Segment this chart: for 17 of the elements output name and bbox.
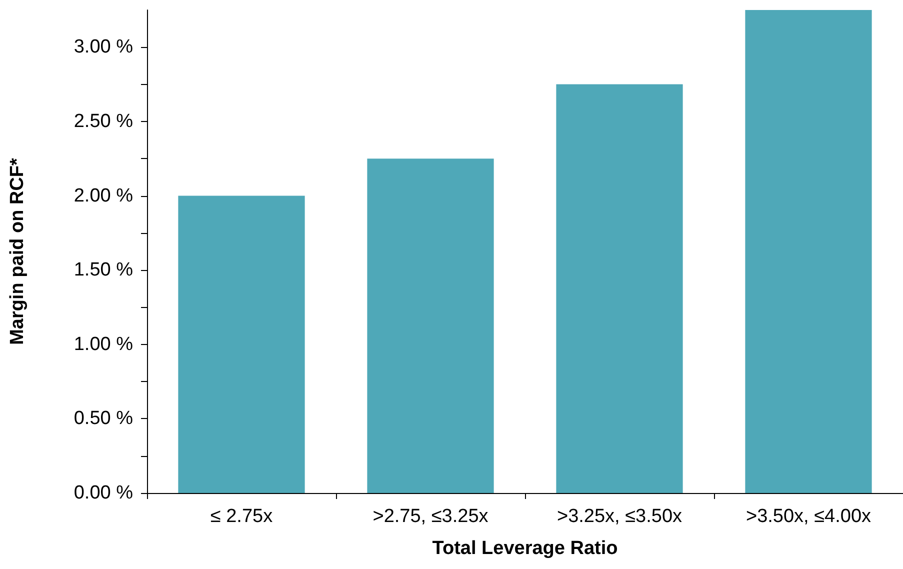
y-tick-label: 1.50 % (74, 260, 134, 281)
bar (367, 158, 494, 493)
x-tick-label: >3.25x, ≤3.50x (556, 506, 683, 527)
y-tick-label: 2.50 % (74, 110, 134, 132)
x-tick-label: >2.75, ≤3.25x (372, 506, 489, 527)
bar (556, 84, 683, 493)
x-tick-label: >3.50x, ≤4.00x (746, 506, 872, 527)
y-tick-label: 1.00 % (74, 334, 134, 355)
x-tick-label: ≤ 2.75x (210, 506, 274, 527)
y-axis-title: Margin paid on RCF* (7, 157, 28, 345)
bar (745, 10, 872, 493)
y-tick-label: 3.00 % (74, 36, 134, 58)
bar (178, 196, 305, 493)
y-tick-label: 0.00 % (74, 482, 134, 504)
x-axis-title: Total Leverage Ratio (432, 538, 618, 559)
y-tick-label: 0.50 % (74, 408, 134, 430)
y-tick-label: 2.00 % (74, 185, 134, 206)
